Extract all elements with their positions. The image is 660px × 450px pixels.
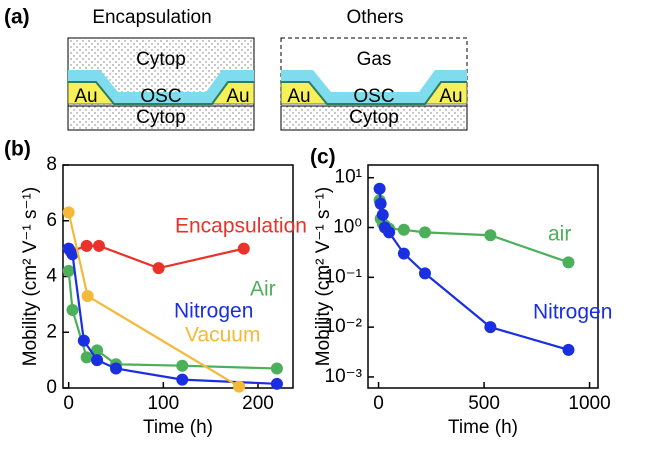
data-point <box>373 182 386 195</box>
x-tick-label: 100 <box>147 393 179 414</box>
y-tick-label: 4 <box>46 266 57 287</box>
data-point <box>77 334 90 347</box>
y-tick-label: 10¹ <box>335 167 362 188</box>
layer-label: Gas <box>357 49 392 70</box>
layer-label: OSC <box>140 86 181 107</box>
data-point <box>397 223 410 236</box>
data-point <box>66 248 79 261</box>
data-point <box>397 247 410 260</box>
series-label: Nitrogen <box>533 301 612 324</box>
data-point <box>81 290 94 303</box>
data-point <box>484 321 497 334</box>
data-point <box>237 242 250 255</box>
schematic-title: Encapsulation <box>92 7 211 28</box>
y-axis-label: Mobility (cm² V⁻¹ s⁻¹) <box>20 187 41 366</box>
data-point <box>152 262 165 275</box>
x-tick-label: 200 <box>242 393 274 414</box>
series-label: Encapsulation <box>175 215 307 238</box>
schematic-encapsulation: Encapsulation Cytop Au OSC Au Cytop <box>67 7 255 131</box>
y-tick-label: 6 <box>46 210 57 231</box>
y-axis-label: Mobility (cm² V⁻¹ s⁻¹) <box>313 187 334 366</box>
data-point <box>62 206 75 219</box>
data-point <box>91 354 104 367</box>
data-point <box>418 267 431 280</box>
series-label: Nitrogen <box>174 300 253 323</box>
x-axis-label: Time (h) <box>143 417 213 438</box>
data-point <box>176 373 189 386</box>
x-tick-label: 500 <box>468 393 500 414</box>
data-point <box>418 226 431 239</box>
layer-label: Cytop <box>349 107 399 128</box>
y-tick-label: 10⁻³ <box>325 366 363 387</box>
data-point <box>562 256 575 269</box>
series-label: Vacuum <box>185 324 260 347</box>
data-point <box>66 303 79 316</box>
data-point <box>270 377 283 390</box>
data-point <box>80 239 93 252</box>
series-line <box>378 188 569 351</box>
series-label: air <box>548 223 571 246</box>
schematic-title: Others <box>346 7 403 28</box>
data-point <box>270 362 283 375</box>
schematic-others: Others Gas Au OSC Au Cytop <box>280 7 468 131</box>
data-point <box>484 229 497 242</box>
x-tick-label: 1000 <box>568 393 610 414</box>
panel-label: (c) <box>310 146 336 169</box>
data-point <box>176 359 189 372</box>
data-point <box>376 208 389 221</box>
y-tick-label: 10⁻¹ <box>325 266 363 287</box>
layer-label: Au <box>74 86 97 107</box>
data-point <box>62 264 75 277</box>
layer-label: Au <box>287 86 310 107</box>
layer-label: Au <box>439 86 462 107</box>
data-point <box>91 344 104 357</box>
y-tick-label: 10⁰ <box>333 217 362 238</box>
y-tick-label: 2 <box>46 321 57 342</box>
layer-label: Cytop <box>136 107 186 128</box>
data-point <box>110 362 123 375</box>
plot-frame <box>367 164 599 389</box>
series-label: Air <box>250 278 276 301</box>
x-axis-label: Time (h) <box>448 417 518 438</box>
data-point <box>92 239 105 252</box>
layer-label: OSC <box>353 86 394 107</box>
y-tick-label: 0 <box>46 377 57 398</box>
layer-label: Au <box>226 86 249 107</box>
data-point <box>80 351 93 364</box>
x-tick-label: 0 <box>373 393 384 414</box>
y-tick-label: 10⁻² <box>325 316 363 337</box>
y-tick-label: 8 <box>46 154 57 175</box>
data-point <box>374 197 387 210</box>
panel-label: (b) <box>4 138 31 161</box>
x-tick-label: 0 <box>63 393 74 414</box>
layer-label: Cytop <box>136 49 186 70</box>
panel-label: (a) <box>4 6 30 29</box>
data-point <box>383 226 396 239</box>
data-point <box>562 343 575 356</box>
data-point <box>233 380 246 393</box>
